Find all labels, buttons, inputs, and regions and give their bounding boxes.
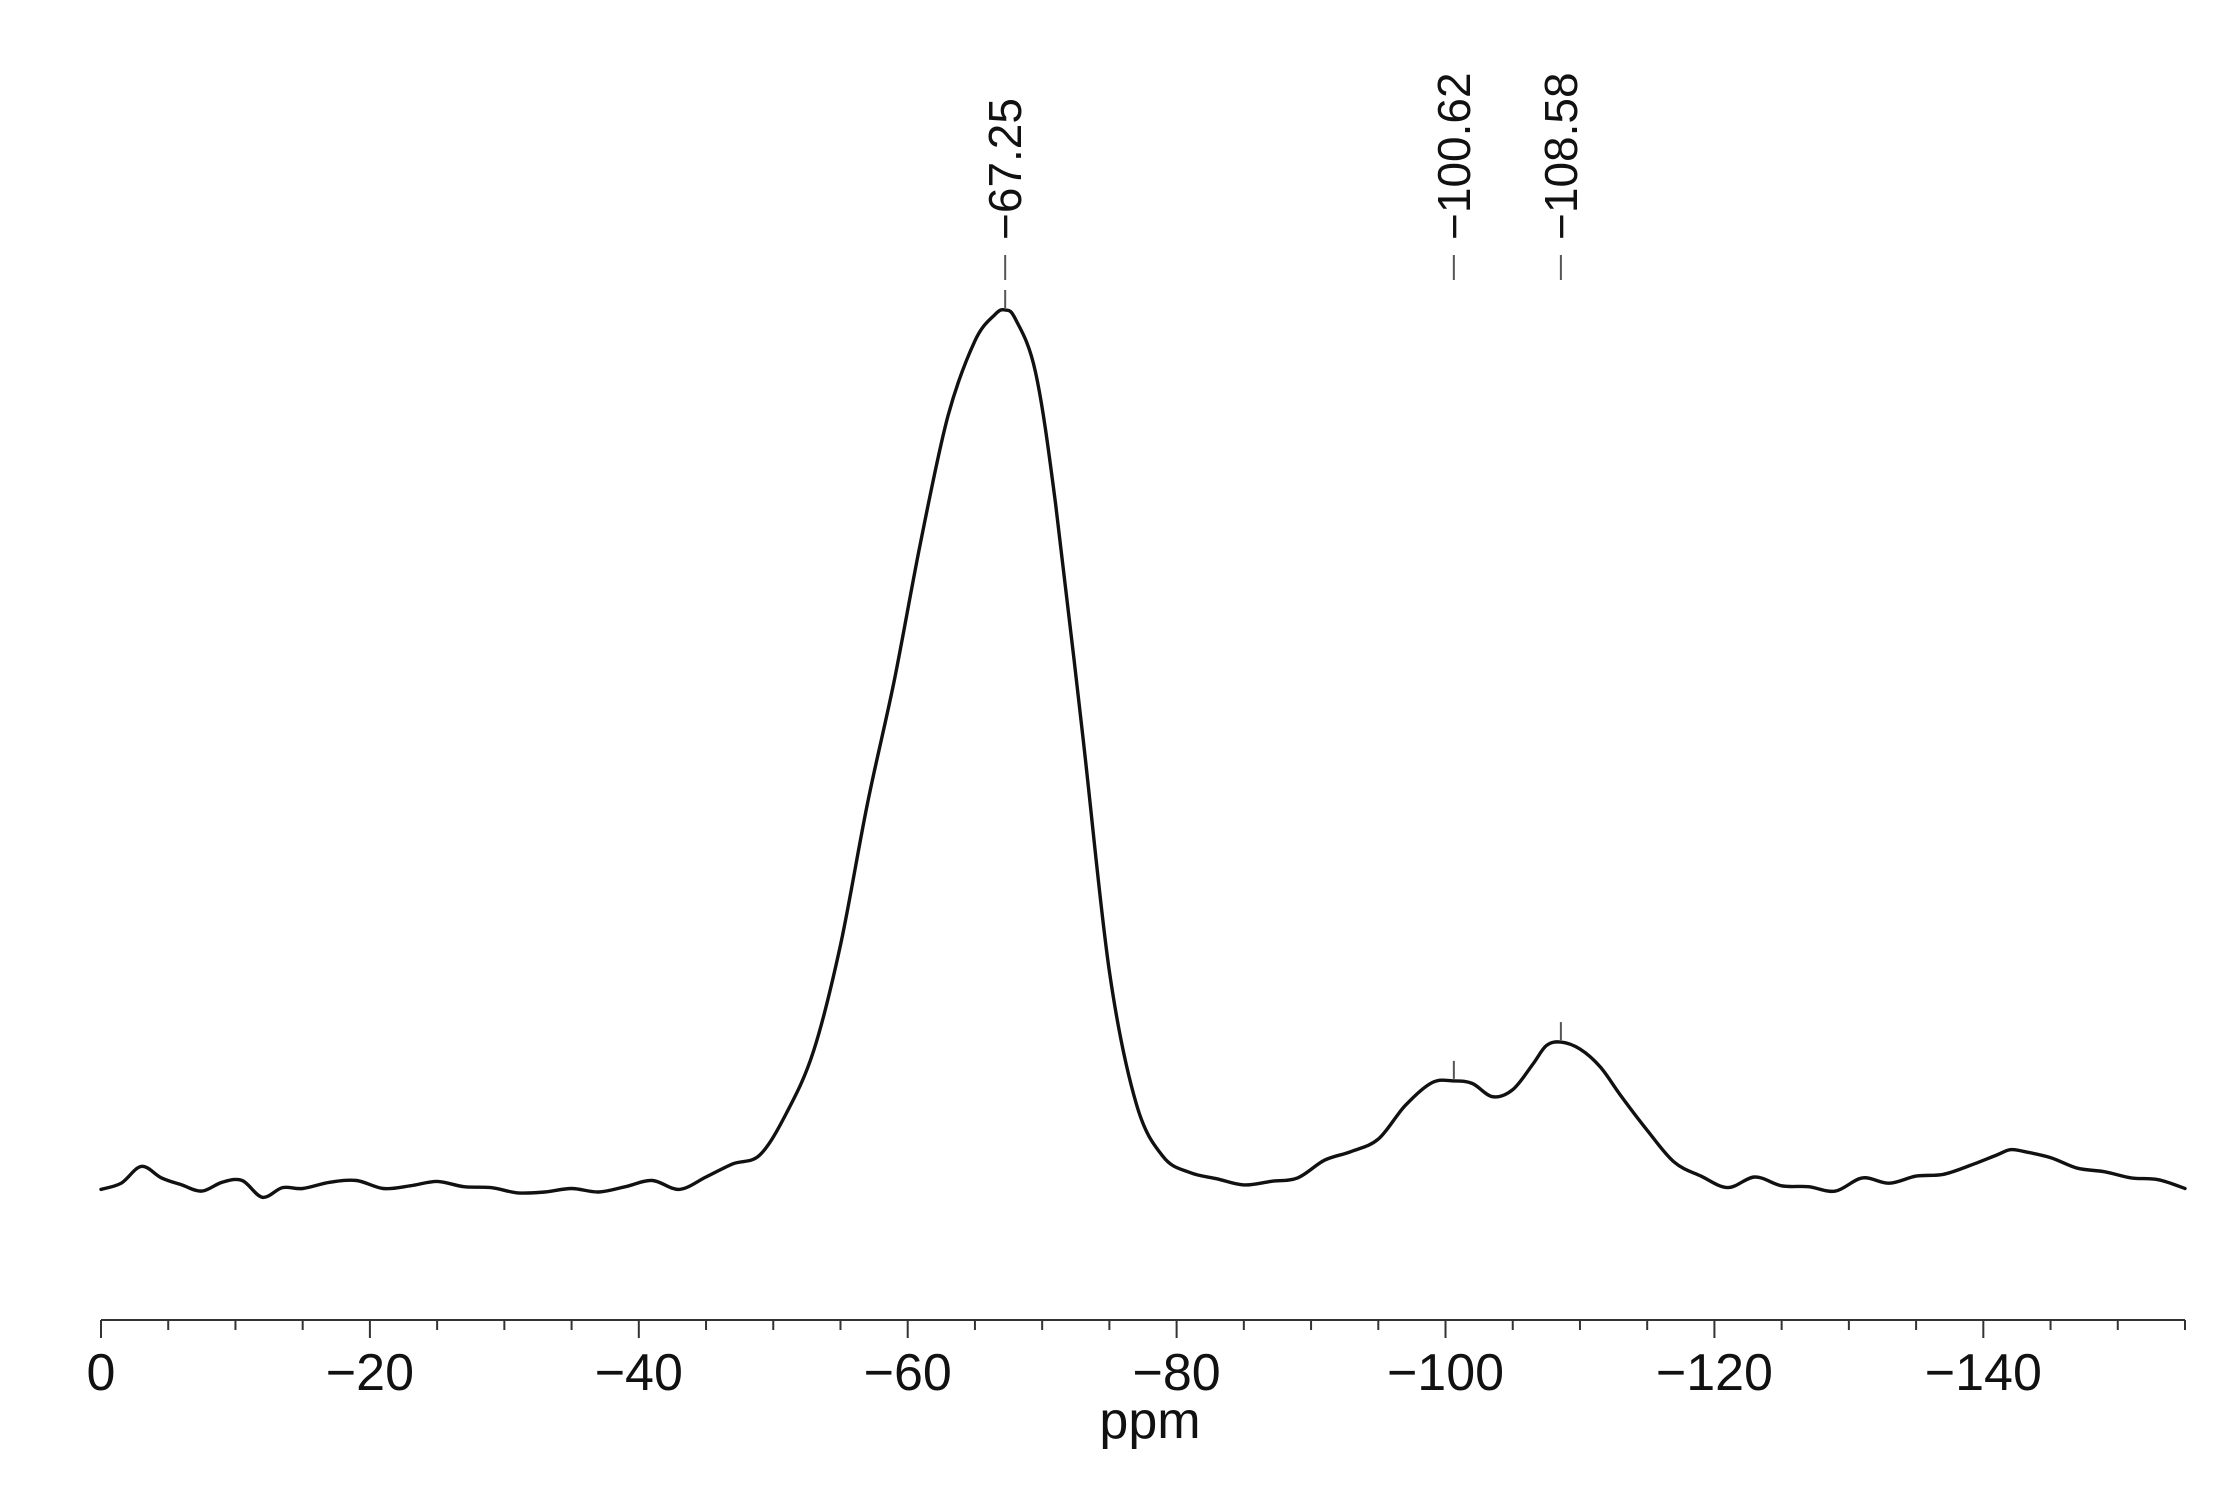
peak-label: −67.25 [979,98,1031,240]
peak-label: −100.62 [1428,72,1480,240]
x-tick-label: −140 [1925,1344,2042,1402]
x-tick-label: −60 [864,1344,952,1402]
x-tick-label: −40 [595,1344,683,1402]
spectrum-line [99,307,2187,1200]
x-tick-label: −80 [1133,1344,1221,1402]
x-tick-label: −120 [1656,1344,1773,1402]
peak-label: −108.58 [1535,72,1587,240]
x-tick-label: −20 [326,1344,414,1402]
x-axis: 0 −20 −40 −60 −80 −100 −120 −140 [87,1319,2186,1402]
x-axis-title: ppm [1099,1392,1200,1450]
plot-area [99,307,2187,1200]
peak-labels: −67.25 −100.62 −108.58 [979,72,1587,1079]
x-tick-label: −100 [1387,1344,1504,1402]
x-tick-label: 0 [87,1344,116,1402]
